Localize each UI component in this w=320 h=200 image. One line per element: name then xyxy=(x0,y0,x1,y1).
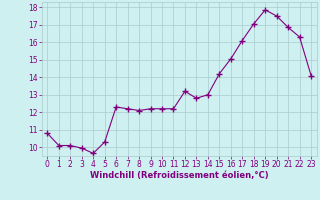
X-axis label: Windchill (Refroidissement éolien,°C): Windchill (Refroidissement éolien,°C) xyxy=(90,171,268,180)
